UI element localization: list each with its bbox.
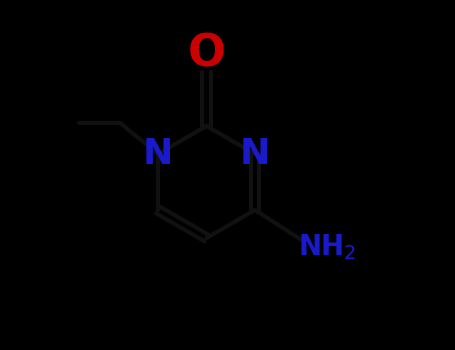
Text: N: N	[143, 137, 173, 171]
Text: O: O	[187, 32, 225, 75]
Text: N: N	[240, 137, 270, 171]
Text: NH$_2$: NH$_2$	[298, 232, 356, 262]
